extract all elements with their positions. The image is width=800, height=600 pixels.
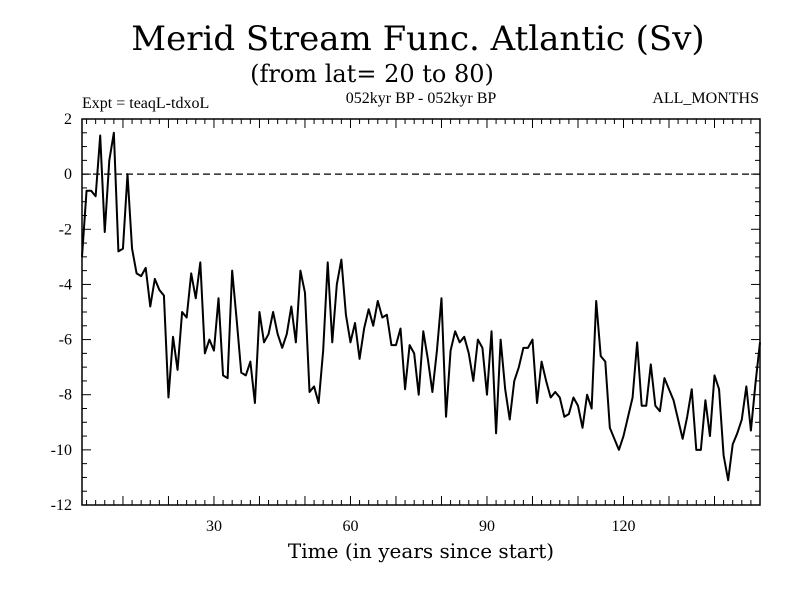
period-label: 052kyr BP - 052kyr BP [346, 90, 497, 107]
x-tick-label: 90 [479, 518, 495, 535]
x-axis-label: Time (in years since start) [288, 539, 554, 563]
chart-subtitle: (from lat= 20 to 80) [250, 60, 494, 88]
y-tick-label: -6 [59, 332, 72, 349]
months-label: ALL_MONTHS [652, 90, 759, 107]
x-axis: 30 60 90 120 [86, 119, 761, 535]
y-tick-label: 0 [64, 166, 72, 183]
x-tick-label: 30 [206, 518, 222, 535]
plot-frame [81, 118, 761, 506]
y-tick-label: -4 [59, 276, 72, 293]
y-tick-label: -10 [51, 442, 72, 459]
y-tick-label: -8 [59, 387, 72, 404]
y-tick-label: -2 [59, 221, 72, 238]
x-tick-label: 120 [611, 518, 635, 535]
y-tick-label: -12 [51, 497, 72, 514]
series-line [81, 131, 761, 482]
chart-title: Merid Stream Func. Atlantic (Sv) [131, 19, 704, 59]
experiment-label: Expt = teaqL-tdxoL [82, 95, 209, 112]
x-tick-label: 60 [342, 518, 358, 535]
y-tick-label: 2 [64, 111, 72, 128]
y-axis: 2 0 -2 -4 -6 -8 -10 -12 [51, 111, 760, 514]
